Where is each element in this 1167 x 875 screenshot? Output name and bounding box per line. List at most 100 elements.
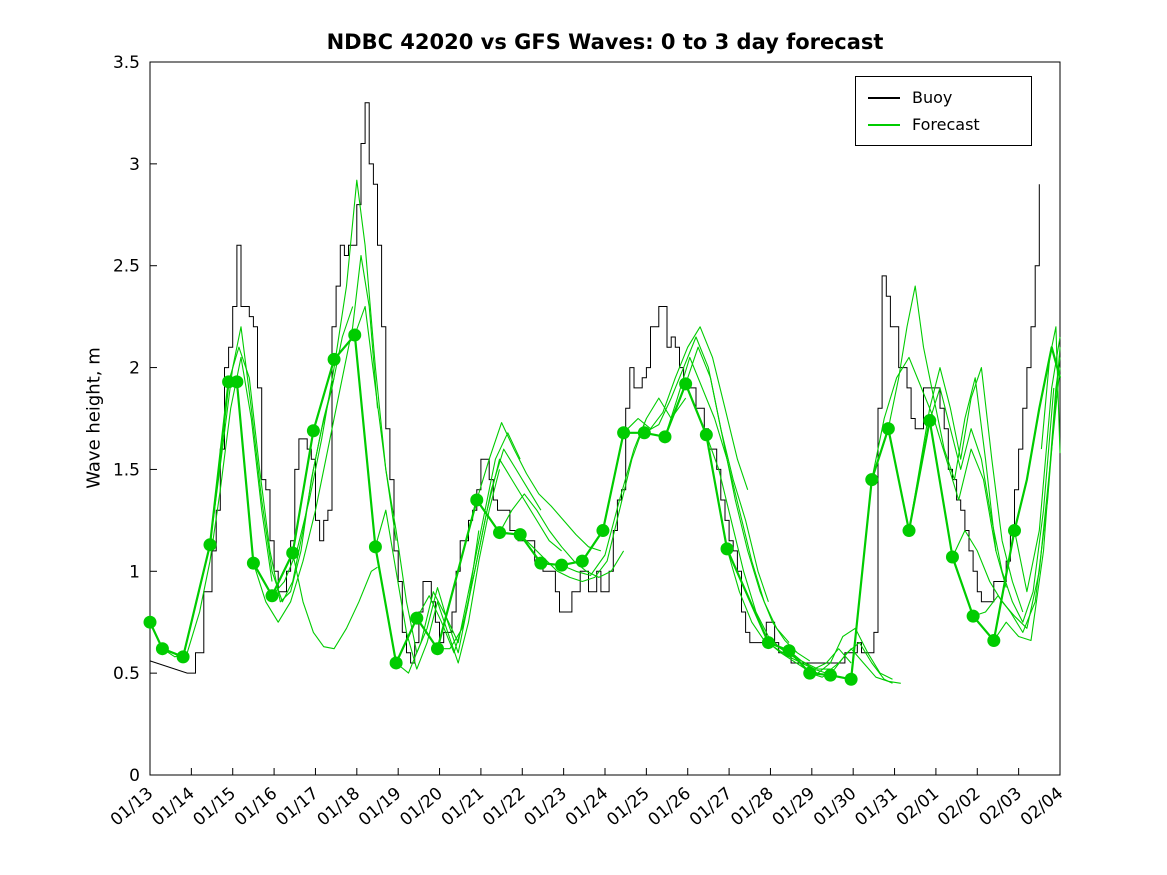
x-tick-label: 02/04 bbox=[1017, 784, 1067, 831]
forecast-init-marker bbox=[699, 428, 713, 442]
forecast-init-marker bbox=[720, 542, 734, 556]
forecast-init-marker bbox=[555, 558, 569, 572]
legend-label-forecast: Forecast bbox=[912, 115, 980, 134]
forecast-run-line bbox=[1040, 326, 1061, 454]
y-tick-label: 1 bbox=[129, 562, 140, 582]
y-tick-label: 3.5 bbox=[113, 53, 140, 73]
x-tick-label: 01/24 bbox=[562, 784, 612, 831]
forecast-init-marker bbox=[902, 524, 916, 538]
y-tick-label: 1.5 bbox=[113, 460, 140, 480]
forecast-init-marker bbox=[881, 422, 895, 436]
forecast-run-line bbox=[374, 469, 501, 670]
forecast-init-marker bbox=[143, 615, 157, 629]
x-tick-label: 02/02 bbox=[934, 784, 984, 831]
x-tick-label: 01/25 bbox=[603, 784, 653, 831]
x-tick-label: 01/28 bbox=[727, 784, 777, 831]
forecast-run-line bbox=[149, 356, 273, 658]
legend-item-buoy: Buoy bbox=[868, 84, 1019, 111]
forecast-init-marker bbox=[368, 540, 382, 554]
x-tick-label: 01/15 bbox=[190, 784, 240, 831]
x-tick-label: 01/21 bbox=[438, 784, 488, 831]
forecast-run-line bbox=[476, 422, 602, 552]
forecast-run-line bbox=[768, 627, 893, 680]
forecast-init-marker bbox=[348, 328, 362, 342]
forecast-run-line bbox=[292, 552, 378, 650]
x-tick-label: 01/31 bbox=[851, 784, 901, 831]
forecast-init-marker bbox=[203, 538, 217, 552]
forecast-run-line bbox=[623, 326, 749, 490]
x-tick-label: 01/19 bbox=[355, 784, 405, 831]
x-tick-label: 01/14 bbox=[148, 784, 198, 831]
forecast-init-marker bbox=[945, 550, 959, 564]
forecast-init-marker bbox=[327, 352, 341, 366]
x-tick-label: 01/17 bbox=[272, 784, 322, 831]
forecast-run-line bbox=[252, 254, 379, 623]
forecast-line-sample bbox=[868, 123, 900, 126]
buoy-line-sample bbox=[868, 96, 900, 99]
forecast-init-marker bbox=[410, 611, 424, 625]
forecast-init-marker bbox=[761, 636, 775, 650]
forecast-init-marker bbox=[513, 528, 527, 542]
x-tick-label: 01/22 bbox=[479, 784, 529, 831]
y-tick-label: 0 bbox=[129, 766, 140, 786]
forecast-run-line bbox=[1013, 336, 1061, 593]
forecast-run-line bbox=[519, 424, 645, 583]
y-tick-label: 3 bbox=[129, 155, 140, 175]
forecast-init-marker bbox=[286, 546, 300, 560]
forecast-run-line bbox=[499, 493, 625, 578]
forecast-init-marker bbox=[803, 666, 817, 680]
forecast-run-line bbox=[952, 367, 1061, 629]
forecast-init-marker bbox=[658, 430, 672, 444]
forecast-run-line bbox=[871, 356, 997, 551]
forecast-init-marker bbox=[679, 377, 693, 391]
forecast-init-marker bbox=[306, 424, 320, 438]
forecast-run-line bbox=[993, 357, 1061, 642]
x-tick-label: 01/16 bbox=[231, 784, 281, 831]
x-tick-label: 01/23 bbox=[520, 784, 570, 831]
x-tick-label: 01/29 bbox=[769, 784, 819, 831]
forecast-run-line bbox=[561, 397, 687, 576]
forecast-init-marker bbox=[987, 634, 1001, 648]
forecast-run-line bbox=[437, 458, 562, 650]
x-tick-label: 01/20 bbox=[396, 784, 446, 831]
forecast-init-marker bbox=[966, 609, 980, 623]
forecast-init-marker bbox=[596, 524, 610, 538]
x-tick-label: 02/03 bbox=[975, 784, 1025, 831]
forecast-init-marker bbox=[617, 426, 631, 440]
legend-label-buoy: Buoy bbox=[912, 88, 953, 107]
buoy-series-line bbox=[149, 102, 1040, 674]
forecast-init-marker bbox=[246, 556, 260, 570]
y-tick-label: 0.5 bbox=[113, 664, 140, 684]
forecast-init-marker bbox=[1008, 524, 1021, 538]
forecast-init-marker bbox=[155, 642, 169, 656]
forecast-run-line bbox=[887, 285, 1007, 588]
forecast-init-marker bbox=[823, 668, 837, 682]
forecast-run-line bbox=[395, 432, 521, 674]
legend-item-forecast: Forecast bbox=[868, 111, 1019, 138]
y-tick-label: 2.5 bbox=[113, 257, 140, 277]
forecast-init-marker bbox=[534, 556, 548, 570]
forecast-init-marker bbox=[493, 526, 507, 540]
forecast-init-marker bbox=[844, 672, 858, 686]
forecast-init-marker bbox=[265, 589, 279, 603]
x-tick-label: 01/30 bbox=[810, 784, 860, 831]
y-tick-label: 2 bbox=[129, 359, 140, 379]
forecast-init-marker bbox=[230, 375, 244, 389]
forecast-run-line bbox=[644, 336, 769, 602]
x-tick-label: 01/18 bbox=[314, 784, 364, 831]
forecast-init-marker bbox=[637, 426, 651, 440]
forecast-init-marker bbox=[575, 554, 589, 568]
forecast-init-marker bbox=[176, 650, 190, 664]
forecast-init-marker bbox=[470, 493, 484, 507]
forecast-analysis-line bbox=[149, 333, 1062, 681]
chart-title: NDBC 42020 vs GFS Waves: 0 to 3 day fore… bbox=[326, 30, 884, 54]
forecast-init-marker bbox=[430, 642, 444, 656]
x-tick-label: 01/13 bbox=[107, 784, 157, 831]
x-tick-label: 01/27 bbox=[686, 784, 736, 831]
forecast-run-line bbox=[929, 387, 1055, 623]
forecast-init-marker bbox=[782, 644, 796, 658]
x-tick-label: 01/26 bbox=[645, 784, 695, 831]
forecast-init-marker bbox=[389, 656, 403, 670]
